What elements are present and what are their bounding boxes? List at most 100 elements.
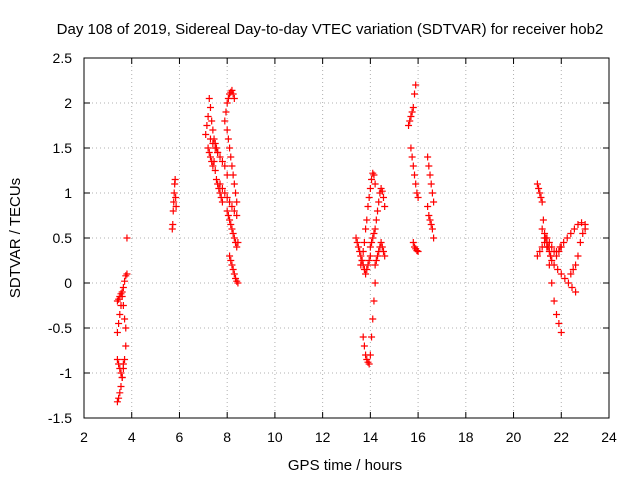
data-point (223, 194, 231, 201)
data-point (203, 122, 211, 129)
data-point (169, 207, 177, 215)
data-point (368, 239, 376, 246)
data-point (364, 203, 372, 210)
data-point (557, 270, 565, 278)
data-point (170, 198, 178, 206)
data-point (556, 243, 564, 251)
data-point (221, 162, 229, 170)
x-tick-label: 8 (223, 429, 231, 445)
series-arc-16.4-16.7 (424, 203, 438, 242)
data-point (365, 360, 373, 368)
data-point (119, 302, 127, 309)
data-point (370, 171, 378, 179)
y-tick-label: 2 (64, 95, 72, 111)
data-point (229, 171, 237, 179)
data-point (430, 234, 438, 242)
data-point (228, 203, 236, 210)
data-point (216, 153, 224, 161)
data-point (226, 144, 234, 152)
data-point (357, 261, 365, 269)
data-point (365, 257, 373, 264)
data-point (407, 113, 415, 120)
data-point (208, 117, 216, 125)
data-point (579, 230, 587, 237)
data-point (561, 275, 569, 282)
series-arc-8.0-8.5 (223, 207, 242, 251)
data-point (230, 207, 238, 215)
x-tick-label: 2 (80, 429, 88, 445)
series-arc-7.1-7.6 (202, 95, 222, 156)
data-point (574, 252, 582, 260)
data-point (406, 117, 414, 125)
data-point (425, 162, 433, 170)
series-arc-7.2-7.8 (204, 144, 226, 206)
data-point (218, 185, 226, 192)
series-outlier-3.8 (123, 234, 131, 242)
data-point (230, 180, 238, 188)
data-point (224, 212, 232, 219)
ticks-layer: 2 4 6 8 10 12 14 16 18 20 22 242.521.510.50-0.5-1-1… (48, 50, 617, 445)
data-point (407, 144, 415, 152)
data-point (212, 176, 220, 183)
data-point (209, 140, 217, 147)
data-point (354, 243, 362, 251)
data-point (555, 320, 563, 327)
data-point (123, 270, 131, 278)
data-point (226, 216, 234, 224)
data-point (362, 270, 370, 278)
data-point (170, 189, 178, 197)
data-point (228, 162, 236, 170)
data-point (359, 248, 367, 255)
data-point (413, 189, 421, 197)
data-point (569, 266, 577, 273)
data-point (365, 194, 373, 201)
data-point (228, 225, 236, 233)
data-point (572, 288, 580, 296)
y-tick-label: 1 (64, 185, 72, 201)
data-point (371, 261, 379, 269)
data-point (169, 221, 177, 228)
data-point (233, 243, 241, 251)
data-point (545, 239, 553, 246)
y-tick-label: 0.5 (53, 230, 73, 246)
data-point (554, 266, 562, 273)
data-point (204, 113, 212, 120)
data-point (363, 266, 371, 273)
data-point (381, 252, 389, 260)
series-arc-5.7 (168, 176, 180, 233)
data-point (372, 216, 380, 224)
data-point (427, 180, 435, 188)
data-point (412, 81, 420, 89)
data-point (234, 279, 242, 287)
data-point (224, 135, 232, 143)
data-points (113, 81, 589, 406)
data-point (414, 248, 422, 255)
data-point (426, 171, 434, 179)
series-arc-8.0-8.4 (223, 126, 241, 206)
data-point (113, 398, 121, 406)
data-point (568, 284, 576, 291)
data-point (409, 162, 417, 170)
data-point (358, 257, 366, 264)
data-point (209, 162, 217, 170)
x-tick-label: 10 (267, 429, 283, 445)
data-point (533, 252, 541, 260)
data-point (414, 194, 422, 201)
data-point (424, 153, 432, 161)
series-arc-7.3-8.0 (206, 135, 231, 179)
data-point (205, 149, 213, 156)
data-point (368, 176, 376, 183)
data-point (381, 203, 389, 210)
data-point (366, 252, 374, 260)
series-arc-14.0-14.6 (366, 185, 389, 251)
data-point (371, 225, 379, 233)
data-point (115, 320, 123, 327)
data-point (227, 153, 235, 161)
data-point (229, 90, 237, 98)
x-tick-label: 24 (601, 429, 617, 445)
data-point (227, 221, 235, 228)
data-point (547, 252, 555, 260)
data-point (567, 230, 575, 237)
data-point (570, 225, 578, 233)
data-point (121, 277, 129, 285)
